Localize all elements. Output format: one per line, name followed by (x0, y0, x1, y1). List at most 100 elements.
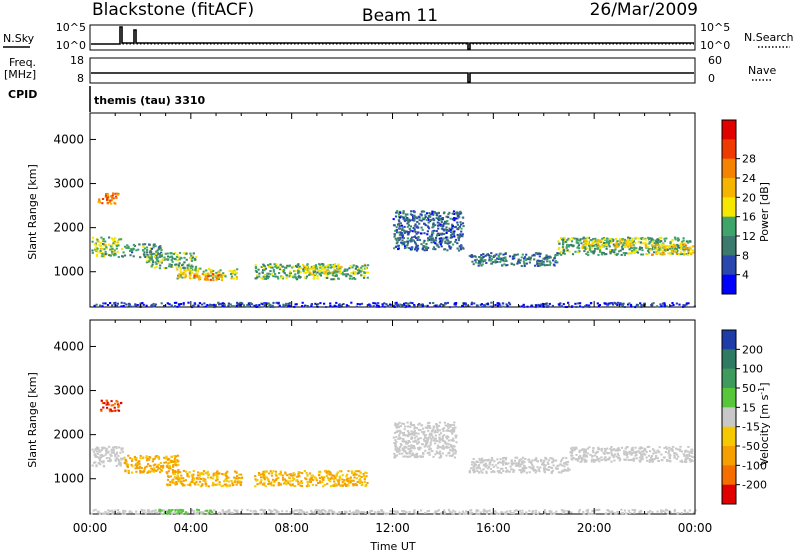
power-cell (130, 305, 133, 308)
power-cell (501, 264, 504, 267)
velocity-cell (403, 428, 406, 431)
velocity-cell (395, 431, 398, 434)
velocity-cell (685, 454, 688, 457)
power-cell (334, 275, 337, 277)
power-cell (280, 276, 283, 279)
power-cell (117, 193, 120, 196)
velocity-cell (501, 467, 504, 470)
power-cell (377, 302, 380, 305)
power-cell (521, 305, 524, 308)
x-tick-label: 12:00 (375, 521, 410, 535)
power-cell (402, 212, 405, 215)
power-cell (669, 252, 672, 255)
power-cell (583, 250, 586, 253)
power-cell (607, 243, 610, 246)
power-cell (579, 305, 582, 308)
power-cell (319, 302, 322, 305)
power-cell (657, 250, 661, 253)
velocity-cell (651, 459, 654, 462)
velocity-cell (284, 481, 287, 484)
power-cell (685, 253, 688, 256)
power-cell (505, 260, 508, 262)
velocity-cell (413, 455, 416, 458)
velocity-cell (394, 512, 397, 515)
power-cell (202, 273, 206, 276)
velocity-cell (338, 511, 341, 513)
power-cell (416, 248, 419, 251)
power-cell (168, 303, 171, 306)
velocity-cell (438, 421, 442, 424)
velocity-cell (609, 512, 612, 515)
power-cell (272, 301, 275, 304)
power-cell (519, 259, 522, 262)
power-cell (328, 272, 331, 274)
velocity-cell (618, 459, 621, 462)
power-cell (446, 220, 449, 222)
power-cell (206, 304, 209, 306)
power-cell (552, 259, 555, 262)
power-cell (169, 256, 172, 259)
power-cell (415, 249, 419, 252)
velocity-cell (298, 511, 301, 514)
power-cell (161, 252, 164, 255)
power-cell (425, 212, 429, 215)
velocity-cell (646, 459, 649, 462)
power-cell (538, 264, 541, 267)
power-cell (428, 238, 431, 241)
power-cell (275, 266, 278, 269)
velocity-cell (175, 455, 178, 458)
power-cell (397, 219, 400, 222)
velocity-cell (332, 510, 336, 513)
power-cell (220, 274, 223, 277)
velocity-cell (547, 463, 550, 465)
velocity-cell (389, 510, 392, 513)
velocity-data (90, 399, 697, 516)
power-cell (431, 210, 434, 213)
power-cell (109, 248, 112, 251)
power-cell (432, 241, 435, 244)
velocity-cell (502, 470, 505, 472)
velocity-cell (110, 400, 113, 403)
velocity-cell (212, 474, 215, 477)
power-cell (110, 249, 113, 252)
power-cell (589, 302, 593, 305)
velocity-cell (454, 450, 457, 453)
power-cell (627, 303, 630, 306)
power-cell (221, 302, 224, 305)
power-cell (212, 269, 215, 272)
power-cell (278, 304, 281, 307)
velocity-cell (323, 476, 326, 479)
power-cell (593, 251, 596, 253)
power-cell (123, 254, 127, 257)
power-cell (426, 230, 429, 233)
velocity-cell (484, 510, 488, 513)
velocity-cell (201, 512, 204, 515)
velocity-cell (475, 460, 478, 463)
velocity-cell (309, 477, 312, 480)
power-cell (594, 243, 597, 246)
power-cell (523, 265, 526, 267)
power-cell (338, 270, 341, 273)
power-cell (545, 302, 548, 305)
power-cell (646, 253, 649, 256)
velocity-cell (398, 429, 402, 432)
velocity-cell (101, 512, 104, 515)
power-cell (602, 251, 605, 254)
velocity-cell (603, 453, 606, 455)
power-cell (400, 215, 403, 218)
velocity-cell (189, 484, 192, 487)
power-cell (542, 257, 545, 260)
power-cell (655, 305, 659, 308)
velocity-cell (645, 456, 648, 459)
velocity-cell (673, 510, 676, 513)
velocity-cell (433, 439, 436, 442)
velocity-cell (228, 484, 231, 487)
velocity-cell (361, 484, 364, 487)
velocity-cell (582, 448, 586, 451)
power-cell (563, 252, 566, 255)
power-cell (428, 302, 432, 305)
power-cell (680, 246, 683, 249)
power-cell (579, 238, 582, 241)
velocity-cell (274, 470, 278, 473)
velocity-cell (264, 475, 267, 478)
